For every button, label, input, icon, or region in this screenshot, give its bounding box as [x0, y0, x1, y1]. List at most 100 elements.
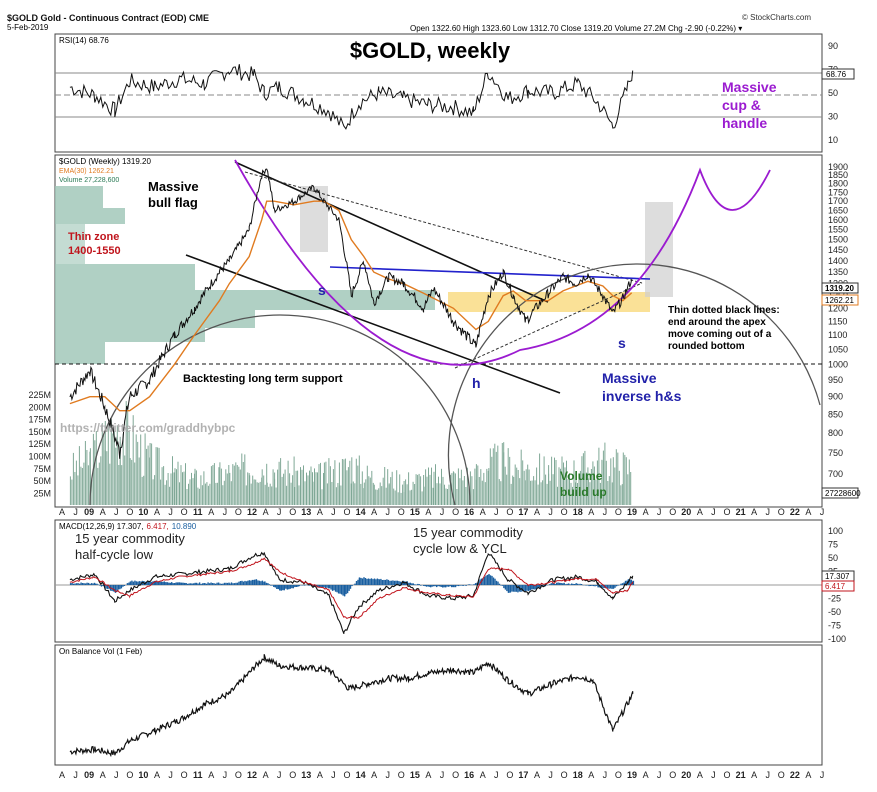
- macd-hist-bar: [129, 581, 132, 585]
- volume-bar: [625, 457, 627, 505]
- volume-bar: [409, 490, 411, 505]
- price-tick-label: 1050: [828, 344, 848, 354]
- volume-bar: [233, 465, 235, 505]
- macd-hist-bar: [556, 582, 558, 585]
- macd-hist-bar: [357, 579, 359, 585]
- volume-bar: [106, 451, 108, 505]
- volume-bar: [269, 483, 271, 505]
- macd-hist-bar: [423, 585, 425, 586]
- macd-hist-bar: [194, 582, 196, 585]
- volume-bar: [191, 472, 192, 505]
- macd-hist-bar: [204, 583, 206, 585]
- macd-hist-bar: [546, 585, 548, 586]
- x-tick-label: O: [778, 770, 785, 780]
- x-tick-label: O: [343, 507, 350, 517]
- volume-bar: [325, 461, 327, 505]
- inverse-hs-line-1: Massive: [602, 370, 657, 386]
- macd-hist-bar: [342, 585, 344, 596]
- rsi-line: [69, 64, 634, 130]
- volume-bar: [143, 475, 145, 505]
- volume-bar: [561, 456, 563, 505]
- x-tick-label: J: [223, 507, 228, 517]
- volume-bar: [575, 478, 577, 505]
- volume-bar: [255, 479, 257, 505]
- volume-bar: [501, 443, 503, 505]
- macd-hist-bar: [253, 579, 255, 585]
- macd-hist-bar: [405, 581, 407, 585]
- x-tick-label: O: [723, 770, 730, 780]
- volume-bar: [81, 468, 83, 505]
- volume-bar: [84, 441, 86, 505]
- vbp-bar: [55, 264, 195, 290]
- volume-tick-label: 150M: [28, 427, 51, 437]
- macd-hist-bar: [297, 585, 299, 587]
- macd-hist-bar: [147, 581, 149, 585]
- macd-hist-bar: [84, 583, 87, 585]
- volume-bar: [281, 476, 283, 505]
- volume-bar: [147, 445, 149, 505]
- volume-bar: [334, 460, 336, 505]
- rsi-panel: [54, 33, 823, 153]
- macd-hist-bar: [630, 579, 633, 585]
- header-symbol: $GOLD Gold - Continuous Contract (EOD) C…: [7, 13, 209, 23]
- volume-bar: [368, 476, 370, 505]
- volume-bar: [357, 465, 359, 505]
- macd-hist-bar: [617, 585, 619, 586]
- volume-bar: [343, 459, 345, 505]
- volume-tick-label: 225M: [28, 390, 51, 400]
- volume-bar: [448, 484, 450, 505]
- inverse-hs-line-2: inverse h&s: [602, 388, 682, 404]
- macd-hist-bar: [177, 582, 179, 585]
- x-tick-label: J: [440, 507, 445, 517]
- annotation-s-right: s: [618, 335, 626, 351]
- volume-bar: [390, 477, 392, 505]
- macd-label: MACD(12,26,9) 17.307, 6.417, 10.890: [59, 522, 197, 531]
- volume-bar: [86, 450, 88, 505]
- volume-bar: [468, 483, 470, 505]
- macd-hist-bar: [418, 584, 420, 585]
- x-tick-label: 09: [84, 507, 94, 517]
- x-tick-label: J: [548, 770, 553, 780]
- macd-hist-bar: [389, 580, 391, 585]
- price-tick-label: 1450: [828, 245, 848, 255]
- macd-hist-bar: [565, 584, 567, 585]
- volume-bar: [408, 472, 410, 505]
- annotation-url: https://twitter.com/graddhybpc: [60, 421, 236, 435]
- volume-bar: [590, 469, 592, 505]
- volume-bar: [548, 465, 550, 505]
- macd-hist-bar: [381, 580, 384, 585]
- volume-bar: [91, 479, 93, 505]
- volume-bar: [567, 479, 569, 505]
- macd-hist-bar: [594, 585, 596, 587]
- macd-hist-bar: [207, 582, 209, 585]
- macd-value: 17.307: [825, 572, 850, 581]
- macd-hist-bar: [608, 585, 610, 589]
- volume-bar: [261, 469, 263, 505]
- macd-hist-bar: [503, 585, 505, 589]
- volume-bar: [627, 474, 629, 505]
- macd-hist-bar: [156, 580, 158, 585]
- price-tick-label: 950: [828, 375, 843, 385]
- x-tick-label: 22: [790, 770, 800, 780]
- volume-bar: [157, 447, 159, 505]
- macd-hist-bar: [509, 585, 512, 593]
- volume-bar: [414, 484, 416, 505]
- volume-bar: [149, 443, 151, 505]
- macd-hist-bar: [563, 582, 565, 585]
- rsi-tick-label: 90: [828, 41, 838, 51]
- x-tick-label: A: [100, 507, 106, 517]
- x-tick-label: O: [669, 770, 676, 780]
- macd-hist-bar: [508, 585, 510, 593]
- macd-hist-bar: [602, 585, 604, 588]
- x-tick-label: 13: [301, 507, 311, 517]
- x-tick-label: 13: [301, 770, 311, 780]
- volume-bar: [423, 486, 425, 505]
- macd-hist-bar: [376, 578, 379, 585]
- macd-hist-bar: [94, 583, 97, 585]
- x-tick-label: 15: [410, 770, 420, 780]
- volume-bar: [116, 425, 118, 505]
- volume-bar: [71, 479, 73, 505]
- macd-hist-bar: [553, 583, 555, 585]
- macd-hist-bar: [146, 581, 148, 585]
- macd-hist-bar: [474, 583, 477, 585]
